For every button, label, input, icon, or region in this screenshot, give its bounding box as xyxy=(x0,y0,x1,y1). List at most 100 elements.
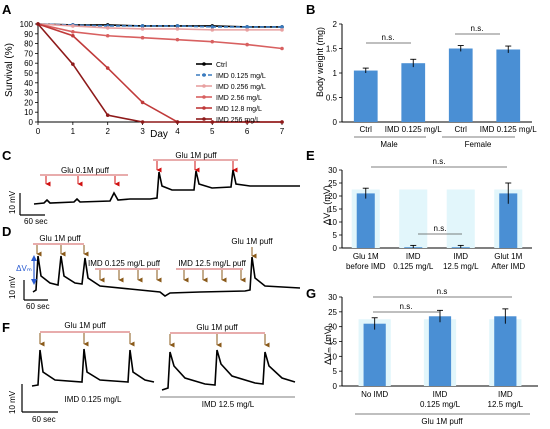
panel-a-data-point xyxy=(105,33,110,38)
panel-a-data-point xyxy=(175,120,180,124)
panel-a-x-tick-label: 4 xyxy=(175,127,180,136)
panel-a-data-point xyxy=(71,33,75,38)
panel-e-y-tick-label: 30 xyxy=(328,166,337,175)
panel-a-x-tick-label: 6 xyxy=(245,127,250,136)
panel-g-ns-mid: n.s. xyxy=(400,302,413,311)
panel-a-data-point xyxy=(280,120,284,124)
panel-a-x-tick-label: 0 xyxy=(36,127,41,136)
panel-d-puff-label-3: IMD 12.5 mg/L puff xyxy=(178,259,246,268)
panel-a-data-point xyxy=(245,120,249,124)
panel-letter-c: C xyxy=(2,148,12,163)
panel-a-xlabel: Day xyxy=(150,129,168,140)
panel-b-chart: 0 0.5 1 1.5 2 Ctrl IMD 0.125 mg/L Ctrl IMD 0.125… xyxy=(326,20,537,134)
panel-d-puff-label-1: Glu 1M puff xyxy=(39,234,81,243)
panel-a-data-point xyxy=(245,42,249,47)
panel-b-ylabel: Body weight (mg) xyxy=(315,27,325,97)
panel-g-footer: Glu 1M puff xyxy=(421,417,463,426)
panel-b-bar xyxy=(496,49,521,123)
panel-e-category-label: IMD xyxy=(453,252,468,261)
panel-a-data-point xyxy=(280,46,284,51)
panel-a-series-line xyxy=(37,23,282,28)
panel-e-category-label: Glut 1M xyxy=(494,252,522,261)
panel-a-x-tick-label: 3 xyxy=(140,127,145,136)
panel-a-data-point xyxy=(280,25,284,29)
panel-e-category-label: 0.125 mg/L xyxy=(393,262,434,271)
panel-b-y-tick-label: 2 xyxy=(333,20,338,29)
panel-e-bar-halo xyxy=(446,189,475,248)
panel-a-series-line xyxy=(37,23,282,31)
panel-b-group-female: Female xyxy=(465,140,492,149)
panel-b-bar xyxy=(353,70,378,122)
panel-g-category-label: IMD xyxy=(433,390,448,399)
panel-d-dvm-label: ΔVₘ xyxy=(16,264,32,273)
panel-e-y-tick-label: 0 xyxy=(333,244,338,253)
panel-b-y-tick-label: 0.5 xyxy=(326,94,338,103)
panel-a-y-tick-label: 50 xyxy=(24,69,33,78)
panel-f-puff-label-1: Glu 1M puff xyxy=(64,321,106,330)
panel-a-data-point xyxy=(71,62,75,66)
panel-e-ns-mid: n.s. xyxy=(434,224,447,233)
panel-b-y-tick-label: 1 xyxy=(333,69,338,78)
panel-d-scale-v-label: 10 mV xyxy=(8,275,17,299)
panel-a-data-point xyxy=(210,28,215,32)
panel-e-category-label: Glu 1M xyxy=(353,252,379,261)
panel-g-y-tick-label: 5 xyxy=(333,367,338,376)
panel-a-data-point xyxy=(140,27,145,31)
panel-c-scale-t-label: 60 sec xyxy=(24,217,48,226)
panel-e-y-tick-label: 5 xyxy=(333,231,338,240)
panel-e-category-label: IMD xyxy=(406,252,421,261)
panel-a-y-tick-label: 20 xyxy=(24,98,33,107)
panel-a-data-point xyxy=(140,35,145,40)
panel-b-category-label: Ctrl xyxy=(360,125,373,134)
panel-a-data-point xyxy=(210,25,215,29)
panel-e-category-label: 12.5 mg/L xyxy=(443,262,479,271)
panel-g-ns-top: n.s xyxy=(437,287,448,296)
panel-c-trace xyxy=(33,169,300,205)
panel-a-data-point xyxy=(71,24,75,28)
panel-a-legend-marker xyxy=(202,95,206,99)
panel-g-category-label: No IMD xyxy=(361,390,388,399)
panel-f-scale-t-label: 60 sec xyxy=(32,415,56,424)
panel-a-series xyxy=(36,22,284,124)
panel-a-data-point xyxy=(280,28,284,32)
panel-a-legend: Ctrl IMD 0.125 mg/L IMD 0.256 mg/L IMD 2.56… xyxy=(196,62,266,124)
panel-a-y-tick-label: 90 xyxy=(24,30,33,39)
panel-a-data-point xyxy=(210,120,215,124)
panel-a-y-tick-label: 100 xyxy=(20,20,34,29)
panel-b-category-label: IMD 0.125 mg/L xyxy=(385,125,442,134)
panel-a-legend-label: IMD 2.56 mg/L xyxy=(216,95,262,102)
panel-e-y-tick-label: 25 xyxy=(328,179,337,188)
panel-a-legend-label: IMD 256 mg/L xyxy=(216,117,260,124)
panel-a-x-tick-label: 1 xyxy=(71,127,76,136)
panel-a-data-point xyxy=(105,113,110,117)
panel-d-puff-label-4: Glu 1M puff xyxy=(231,237,273,246)
panel-b: B Body weight (mg) 0 0.5 1 1.5 2 Ctrl IMD 0.12… xyxy=(306,2,537,149)
panel-a-data-point xyxy=(140,120,145,124)
panel-a-data-point xyxy=(210,39,215,44)
panel-g-y-tick-label: 25 xyxy=(328,308,337,317)
panel-e-category-label: before IMD xyxy=(346,262,386,271)
panel-a-data-point xyxy=(105,66,110,70)
panel-a-data-point xyxy=(71,30,75,34)
panel-a-ylabel: Survival (%) xyxy=(4,43,15,97)
panel-e-y-tick-label: 10 xyxy=(328,218,337,227)
panel-a-y-tick-label: 40 xyxy=(24,79,33,88)
panel-g-bar xyxy=(428,316,452,386)
panel-g-category-label: 12.5 mg/L xyxy=(488,400,524,409)
panel-letter-d: D xyxy=(2,224,11,239)
panel-g-y-tick-label: 30 xyxy=(328,293,337,302)
panel-a-x-tick-label: 7 xyxy=(280,127,285,136)
panel-e-ns-top: n.s. xyxy=(433,157,446,166)
panel-g-y-tick-label: 0 xyxy=(333,382,338,391)
panel-a-data-point xyxy=(175,27,180,31)
panel-a-y-tick-label: 10 xyxy=(24,108,33,117)
panel-a-data-point xyxy=(175,37,180,42)
panel-c-puff-label-1: Glu 0.1M puff xyxy=(61,166,110,175)
panel-a-series-line xyxy=(37,23,282,123)
panel-a-data-point xyxy=(105,26,110,30)
panel-letter-b: B xyxy=(306,2,315,17)
